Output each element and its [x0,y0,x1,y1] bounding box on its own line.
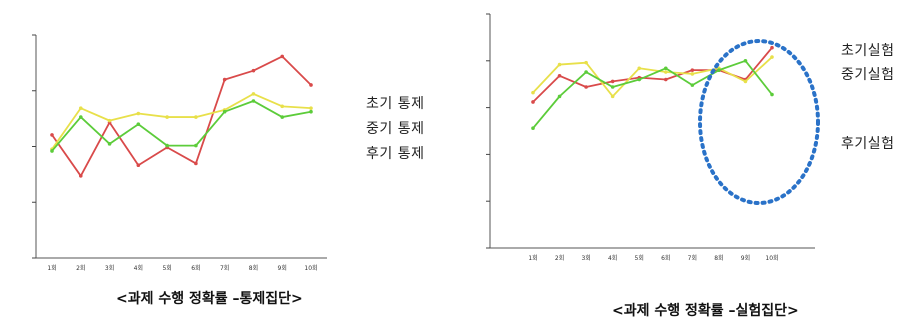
data-point [309,83,313,87]
legend-series-1: 초기 통제 [366,96,425,112]
series-line [51,100,312,152]
x-tick-label: 10회 [765,254,778,262]
data-point [251,99,256,103]
x-tick-label: 4회 [608,254,617,262]
x-tick-label: 7회 [688,254,697,262]
chart-caption: <과제 수행 정확률 –실험집단> [612,303,799,319]
data-point [531,90,535,95]
series-line [532,59,773,129]
data-point [107,142,112,146]
data-point [770,55,774,59]
data-point [194,143,198,148]
x-tick-label: 7회 [220,264,229,272]
series-line [51,92,312,150]
data-point [637,77,642,82]
data-point [136,122,141,126]
data-point [717,68,721,72]
data-point [194,115,198,119]
data-point [663,70,668,74]
data-point [222,77,227,82]
data-point [690,72,695,76]
data-point [222,109,227,114]
series-line [51,55,312,177]
data-point [557,73,562,78]
data-point [165,143,169,148]
data-point [663,77,668,82]
x-tick-label: 6회 [661,254,670,262]
data-point [280,115,285,119]
series-line [532,56,773,98]
data-point [770,45,774,50]
data-point [251,68,256,73]
data-point [280,104,285,109]
data-point [531,126,535,130]
data-point [78,115,83,119]
data-point [531,100,535,104]
x-tick-label: 6회 [191,264,200,272]
data-point [136,111,141,116]
data-point [690,68,695,72]
legend-series-3: 후기실험 [841,136,895,152]
data-point [50,133,54,137]
data-point [743,59,748,63]
legend-series-1: 초기실험 [841,43,895,59]
data-point [107,118,112,123]
data-point [584,70,588,74]
data-point [194,161,198,166]
data-point [557,62,562,67]
x-tick-label: 10회 [304,264,317,272]
x-tick-label: 1회 [47,264,56,272]
data-point [770,92,774,97]
data-point [743,79,748,84]
x-tick-label: 2회 [76,264,85,272]
data-point [584,85,588,89]
data-point [165,115,169,119]
data-point [280,54,285,59]
x-tick-label: 8회 [249,264,258,272]
data-point [136,163,141,168]
x-tick-label: 5회 [635,254,644,262]
control-group-panel: 1회 2회 3회 4회 5회 6회 7회 8회 9회 10회 초기 통제 중기 통제 후기 통제 … [0,0,450,324]
x-tick-label: 9회 [278,264,287,272]
x-tick-label: 2회 [555,254,564,262]
data-point [309,109,313,114]
data-point [251,92,256,96]
x-tick-label: 8회 [714,254,723,262]
chart-caption: <과제 수행 정확률 –통제집단> [116,291,303,307]
data-point [610,94,615,99]
experiment-group-chart: 1회 2회 3회 4회 5회 6회 7회 8회 9회 10회 [486,13,820,262]
legend-series-2: 중기실험 [841,67,895,83]
legend-series-2: 중기 통제 [366,121,425,137]
data-point [78,106,83,110]
x-tick-label: 3회 [581,254,590,262]
x-tick-label: 5회 [162,264,171,272]
data-point [610,79,615,84]
data-point [78,174,83,178]
data-point [637,66,642,71]
x-tick-label: 9회 [741,254,750,262]
legend-series-3: 후기 통제 [366,146,425,162]
data-point [610,85,615,89]
data-point [309,106,313,110]
experiment-group-panel: 1회 2회 3회 4회 5회 6회 7회 8회 9회 10회 초기실험 중기실험 후기실험 <과제… [450,0,901,324]
x-tick-label: 4회 [134,264,143,272]
data-point [50,149,54,153]
x-tick-label: 3회 [105,264,114,272]
highlight-ellipse [698,39,820,205]
x-tick-label: 1회 [528,254,537,262]
data-point [584,60,588,65]
data-point [690,83,695,87]
data-point [557,94,562,99]
data-point [663,66,668,71]
control-group-chart: 1회 2회 3회 4회 5회 6회 7회 8회 9회 10회 [32,34,327,272]
